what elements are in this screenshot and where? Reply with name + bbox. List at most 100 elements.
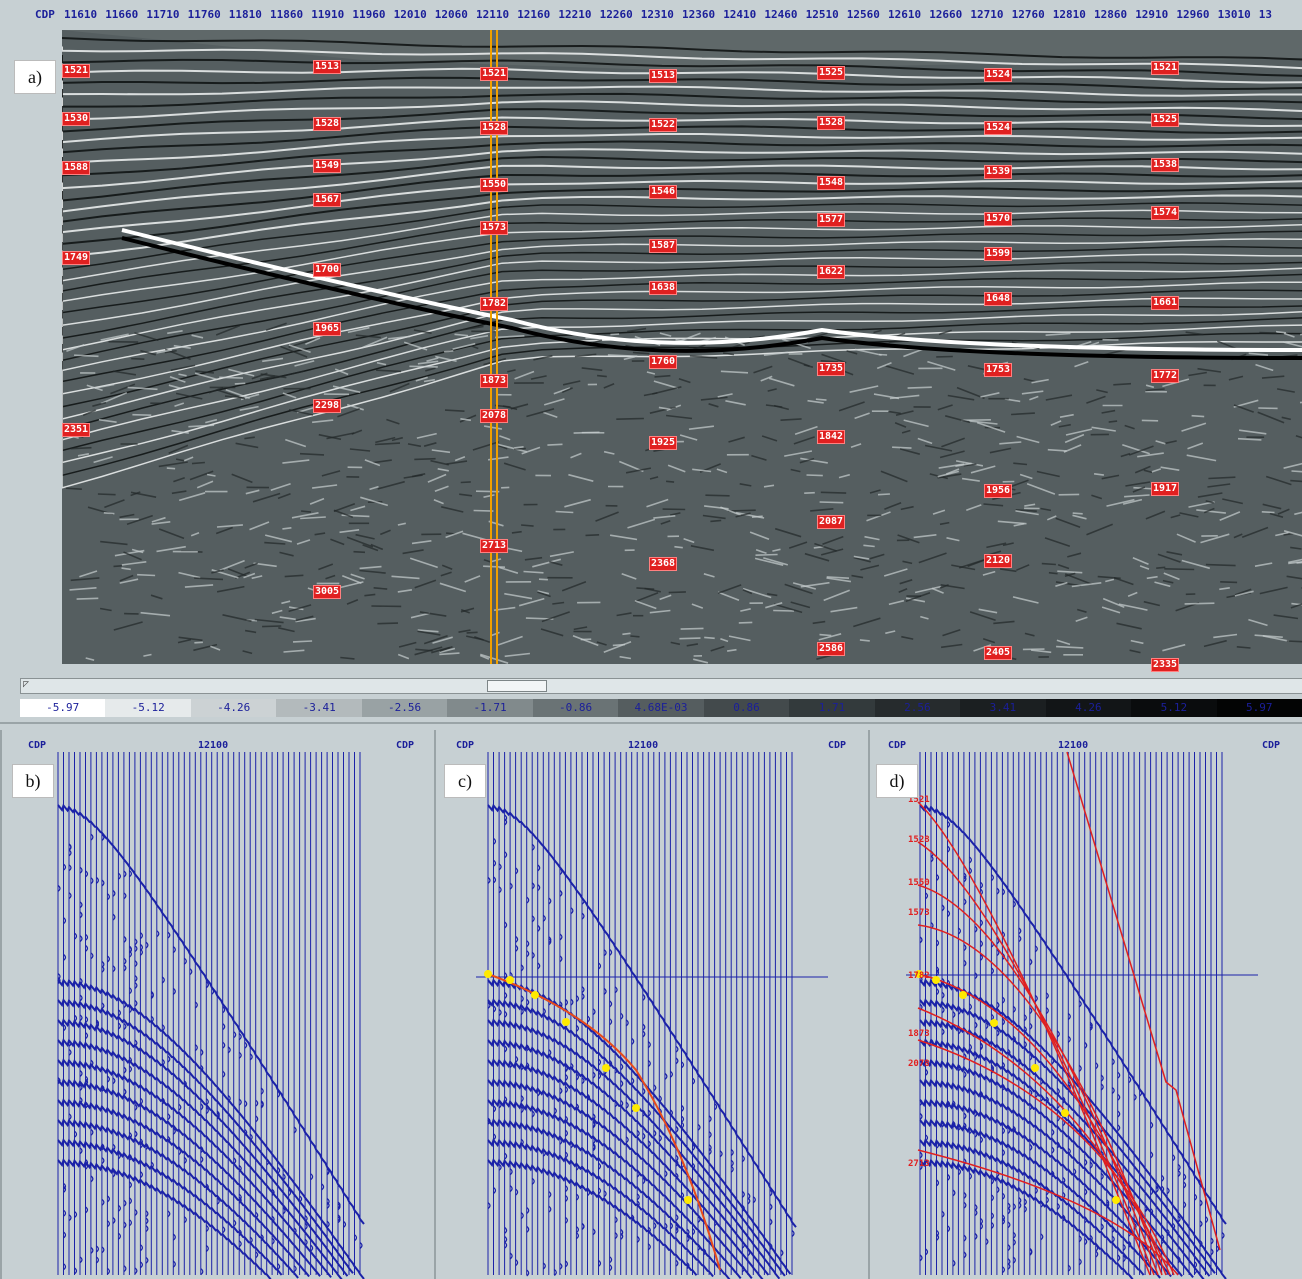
velocity-pick-label[interactable]: 1735 bbox=[817, 362, 846, 376]
velocity-pick-label[interactable]: 1539 bbox=[984, 165, 1013, 179]
velocity-pick-label[interactable]: 1521 bbox=[62, 64, 91, 78]
cdp-tick-label: 12060 bbox=[434, 8, 468, 21]
velocity-pick-label[interactable]: 1524 bbox=[984, 68, 1013, 82]
velocity-pick-label[interactable]: 1661 bbox=[1151, 296, 1180, 310]
velocity-pick-label[interactable]: 2087 bbox=[817, 515, 846, 529]
gather-traces-c[interactable] bbox=[436, 730, 868, 1279]
cdp-tick-label: 11660 bbox=[105, 8, 139, 21]
cdp-tick-label: 12310 bbox=[640, 8, 674, 21]
velocity-pick-label[interactable]: 1546 bbox=[649, 185, 678, 199]
gather-cdp-center: 12100 bbox=[1058, 740, 1089, 751]
velocity-pick-label[interactable]: 2713 bbox=[480, 539, 509, 553]
cdp-tick-label: 11960 bbox=[352, 8, 386, 21]
velocity-pick-label[interactable]: 1925 bbox=[649, 436, 678, 450]
pick-point[interactable] bbox=[684, 1196, 692, 1204]
velocity-pick-label[interactable]: 1528 bbox=[817, 116, 846, 130]
velocity-pick-label[interactable]: 1574 bbox=[1151, 206, 1180, 220]
velocity-pick-label[interactable]: 1538 bbox=[1151, 158, 1180, 172]
velocity-pick-label[interactable]: 2078 bbox=[480, 409, 509, 423]
velocity-pick-label[interactable]: 1588 bbox=[62, 161, 91, 175]
pick-point[interactable] bbox=[959, 991, 967, 999]
colorbar-label: -4.26 bbox=[217, 701, 251, 714]
velocity-pick-label[interactable]: 1521 bbox=[480, 67, 509, 81]
velocity-pick-label[interactable]: 2335 bbox=[1151, 658, 1180, 672]
velocity-pick-label[interactable]: 2351 bbox=[62, 423, 91, 437]
velocity-pick-label[interactable]: 2298 bbox=[313, 399, 342, 413]
velocity-pick-label[interactable]: 1782 bbox=[480, 297, 509, 311]
velocity-pick-label[interactable]: 1567 bbox=[313, 193, 342, 207]
colorbar-label: -5.97 bbox=[46, 701, 80, 714]
gather-cdp-right: CDP bbox=[396, 740, 415, 751]
velocity-pick-label[interactable]: 1700 bbox=[313, 263, 342, 277]
velocity-pick-label[interactable]: 1525 bbox=[817, 66, 846, 80]
velocity-pick-label[interactable]: 1528 bbox=[313, 117, 342, 131]
velocity-pick-label[interactable]: 1513 bbox=[649, 69, 678, 83]
seismic-stack-section[interactable] bbox=[62, 30, 1302, 664]
cdp-tick-label: 11610 bbox=[64, 8, 98, 21]
velocity-pick-label[interactable]: 1599 bbox=[984, 247, 1013, 261]
velocity-pick-label[interactable]: 2586 bbox=[817, 642, 846, 656]
pick-point[interactable] bbox=[990, 1019, 998, 1027]
colorbar-label: 2.56 bbox=[904, 701, 931, 714]
velocity-pick-label[interactable]: 1873 bbox=[480, 374, 509, 388]
pick-point[interactable] bbox=[484, 970, 492, 978]
colorbar-cell: 3.41 bbox=[960, 699, 1046, 717]
velocity-pick-label[interactable]: 1648 bbox=[984, 292, 1013, 306]
colorbar-cell: -5.12 bbox=[105, 699, 191, 717]
gather-velocity-label: 2713 bbox=[908, 1159, 930, 1169]
colorbar-label: 3.41 bbox=[989, 701, 1017, 714]
pick-point[interactable] bbox=[1031, 1064, 1039, 1072]
velocity-pick-label[interactable]: 1573 bbox=[480, 221, 509, 235]
velocity-pick-label[interactable]: 1577 bbox=[817, 213, 846, 227]
velocity-pick-label[interactable]: 1772 bbox=[1151, 369, 1180, 383]
velocity-pick-label[interactable]: 1749 bbox=[62, 251, 91, 265]
velocity-pick-label[interactable]: 1842 bbox=[817, 430, 846, 444]
velocity-pick-label[interactable]: 1513 bbox=[313, 60, 342, 74]
velocity-pick-label[interactable]: 2368 bbox=[649, 557, 678, 571]
velocity-pick-label[interactable]: 1525 bbox=[1151, 113, 1180, 127]
velocity-pick-label[interactable]: 2405 bbox=[984, 646, 1013, 660]
colorbar-cell: -0.86 bbox=[532, 699, 619, 717]
velocity-pick-label[interactable]: 1917 bbox=[1151, 482, 1180, 496]
pick-point[interactable] bbox=[1061, 1109, 1069, 1117]
velocity-pick-label[interactable]: 1550 bbox=[480, 178, 509, 192]
panel-label-a: a) bbox=[14, 60, 56, 94]
velocity-pick-label[interactable]: 1760 bbox=[649, 355, 678, 369]
velocity-pick-label[interactable]: 1622 bbox=[817, 265, 846, 279]
colorbar-label: -1.71 bbox=[473, 701, 507, 714]
cdp-gather-panel-b: CDP 12100 CDP b) bbox=[0, 730, 434, 1279]
velocity-pick-label[interactable]: 3005 bbox=[313, 585, 342, 599]
pick-point[interactable] bbox=[632, 1104, 640, 1112]
scroll-left-icon[interactable]: ◸ bbox=[23, 679, 30, 690]
velocity-pick-label[interactable]: 1521 bbox=[1151, 61, 1180, 75]
velocity-pick-label[interactable]: 1570 bbox=[984, 212, 1013, 226]
pick-point[interactable] bbox=[602, 1064, 610, 1072]
velocity-pick-label[interactable]: 1524 bbox=[984, 121, 1013, 135]
pick-point[interactable] bbox=[506, 976, 514, 984]
velocity-pick-label[interactable]: 1549 bbox=[313, 159, 342, 173]
pick-point[interactable] bbox=[1112, 1196, 1120, 1204]
colorbar-label: -5.12 bbox=[131, 701, 165, 714]
velocity-pick-label[interactable]: 1956 bbox=[984, 484, 1013, 498]
velocity-pick-label[interactable]: 1638 bbox=[649, 281, 678, 295]
gather-traces-b[interactable] bbox=[2, 730, 434, 1279]
velocity-pick-label[interactable]: 1528 bbox=[480, 121, 509, 135]
velocity-pick-label[interactable]: 1753 bbox=[984, 363, 1013, 377]
pick-point[interactable] bbox=[915, 970, 923, 978]
velocity-pick-label[interactable]: 1522 bbox=[649, 118, 678, 132]
panel-label-b: b) bbox=[12, 764, 54, 798]
velocity-pick-label[interactable]: 1965 bbox=[313, 322, 342, 336]
velocity-pick-label[interactable]: 2120 bbox=[984, 554, 1013, 568]
cdp-tick-label: 12910 bbox=[1135, 8, 1169, 21]
gather-traces-d[interactable]: 1521 1528 1550 1573 1782 1873 2078 2713 bbox=[870, 730, 1302, 1279]
panel-label-d: d) bbox=[876, 764, 918, 798]
pick-point[interactable] bbox=[531, 991, 539, 999]
velocity-pick-label[interactable]: 1548 bbox=[817, 176, 846, 190]
colorbar-cell: -3.41 bbox=[276, 699, 362, 717]
velocity-pick-label[interactable]: 1530 bbox=[62, 112, 91, 126]
horizontal-scrollbar[interactable]: ◸ bbox=[20, 678, 1302, 694]
pick-point[interactable] bbox=[562, 1018, 570, 1026]
velocity-pick-label[interactable]: 1587 bbox=[649, 239, 678, 253]
pick-point[interactable] bbox=[932, 976, 940, 984]
scrollbar-thumb[interactable] bbox=[487, 680, 547, 692]
